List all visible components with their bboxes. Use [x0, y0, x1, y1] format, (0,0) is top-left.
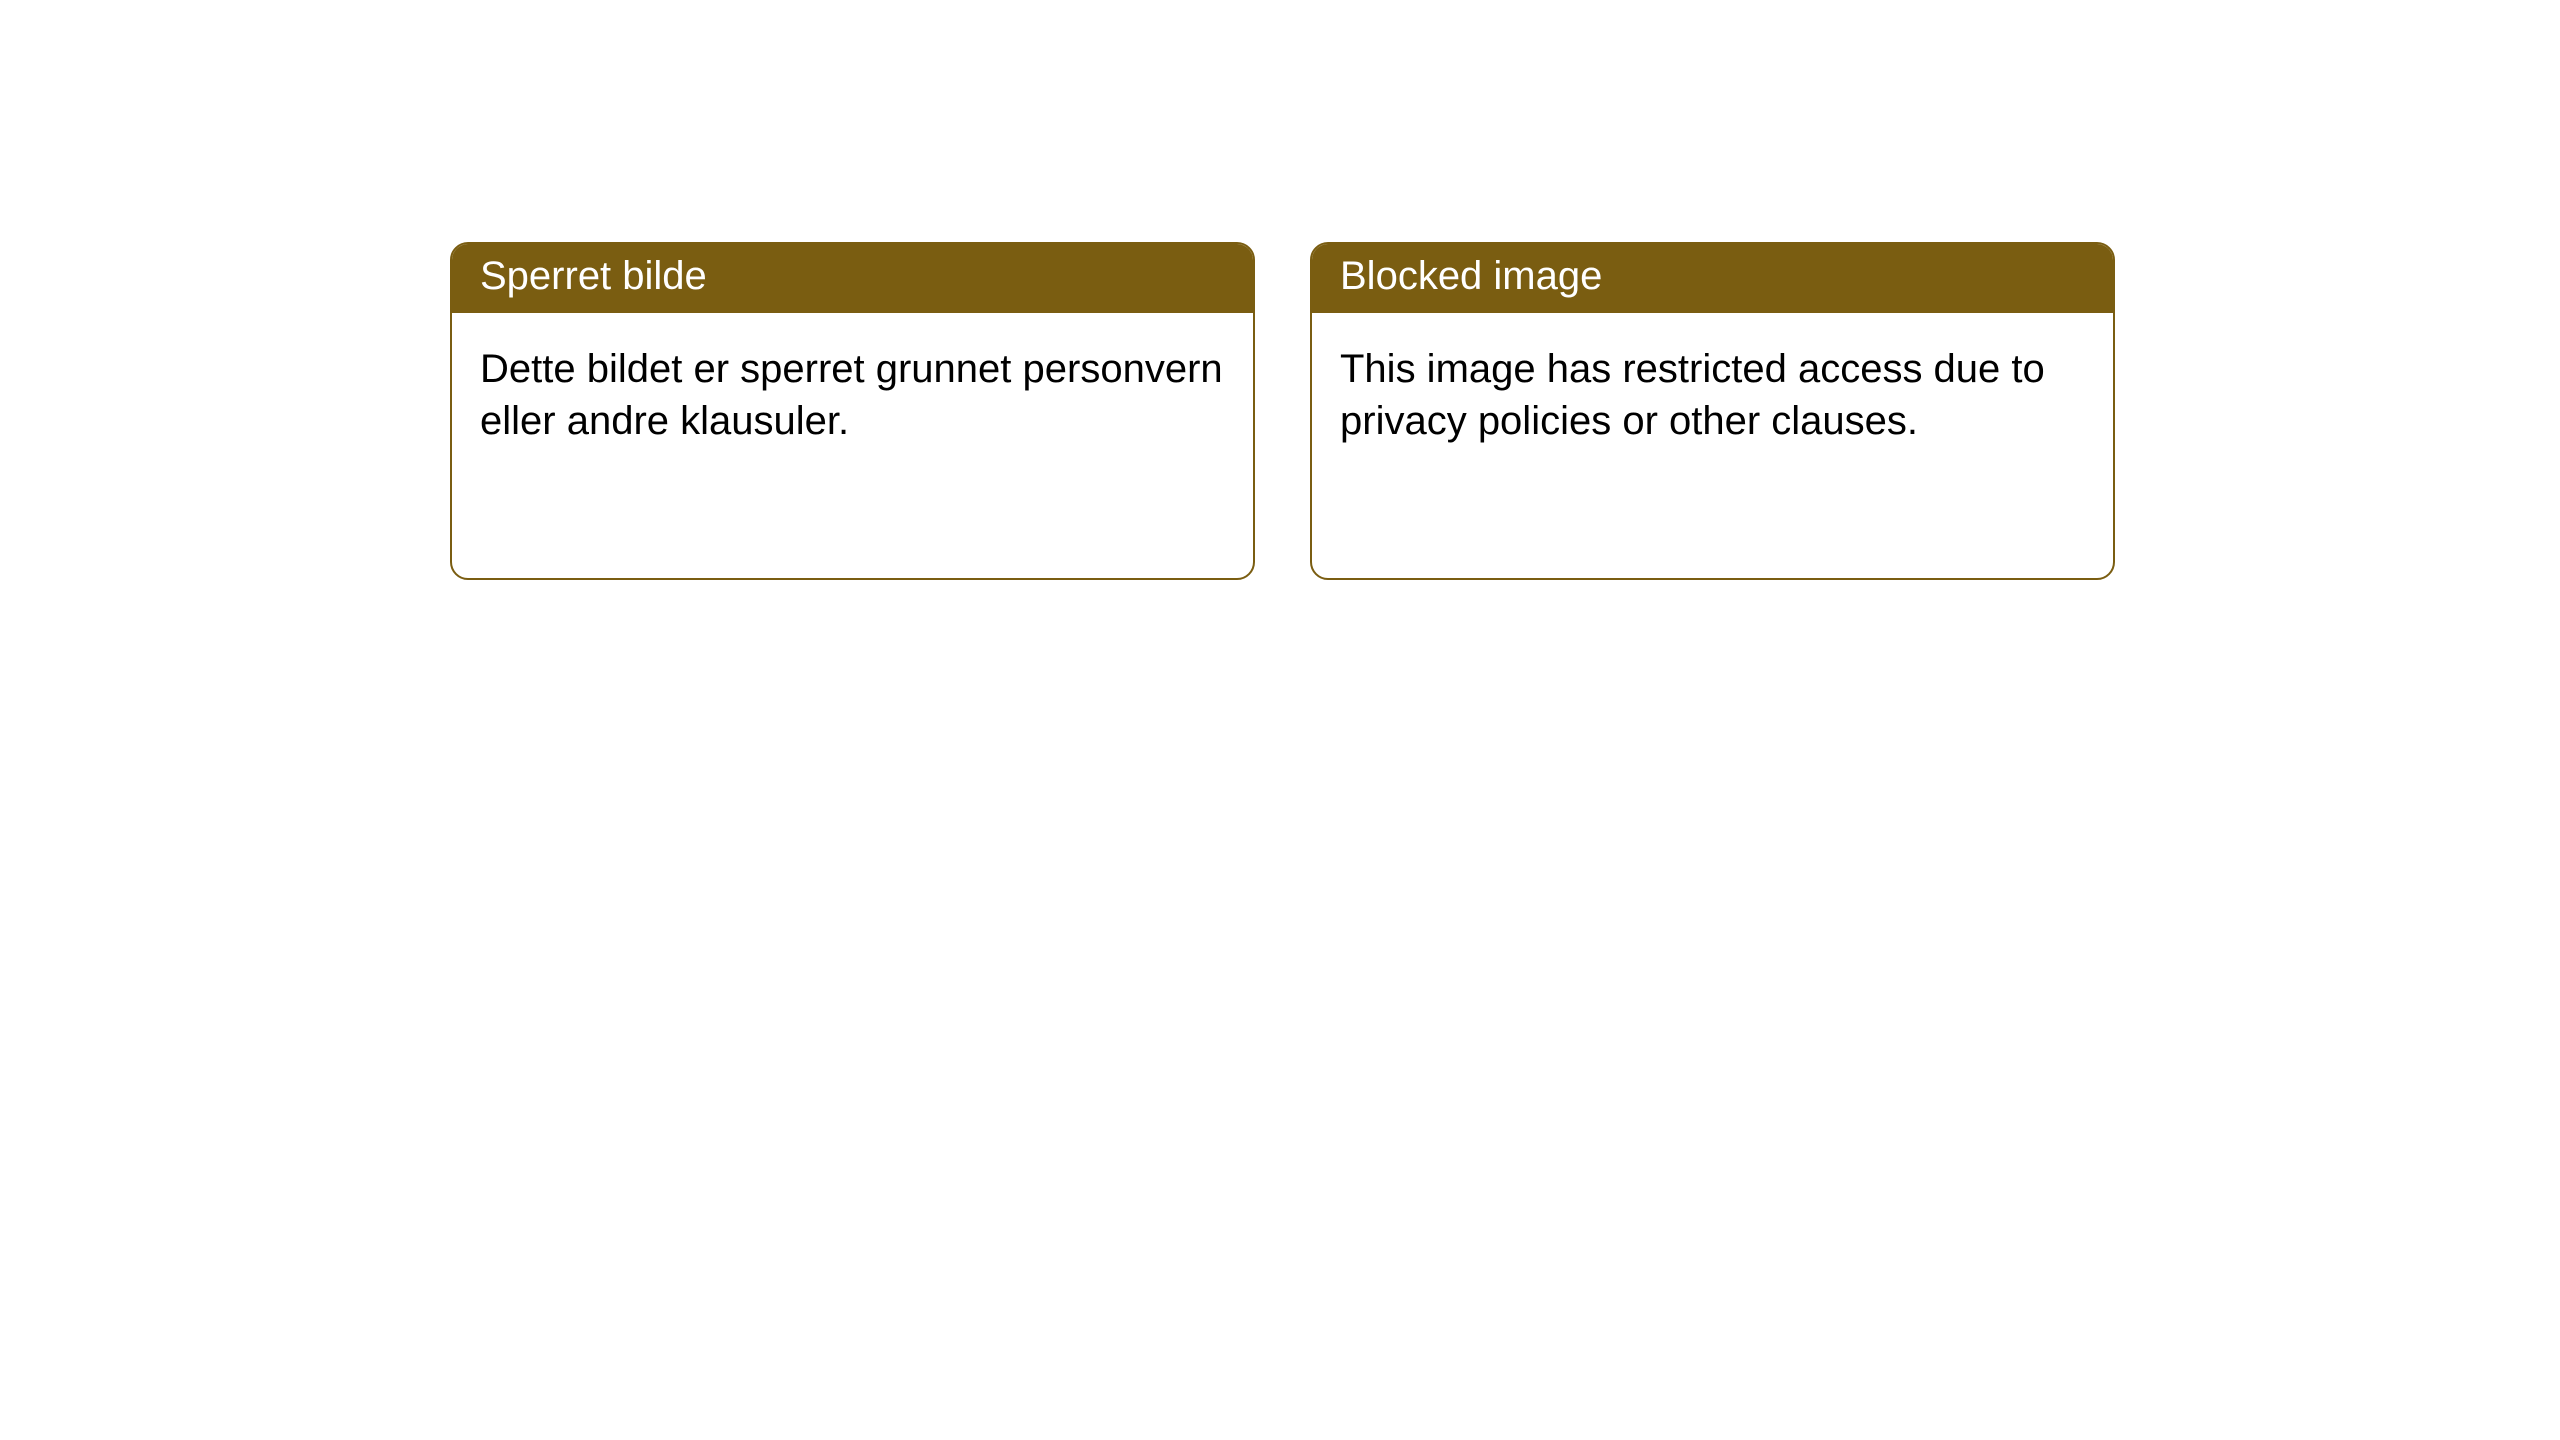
notice-card-english: Blocked image This image has restricted … [1310, 242, 2115, 580]
notice-container: Sperret bilde Dette bildet er sperret gr… [450, 242, 2115, 580]
card-body: Dette bildet er sperret grunnet personve… [452, 313, 1253, 477]
card-title: Sperret bilde [480, 254, 707, 298]
card-message: This image has restricted access due to … [1340, 347, 2045, 443]
card-message: Dette bildet er sperret grunnet personve… [480, 347, 1223, 443]
notice-card-norwegian: Sperret bilde Dette bildet er sperret gr… [450, 242, 1255, 580]
card-header: Blocked image [1312, 244, 2113, 313]
card-title: Blocked image [1340, 254, 1602, 298]
card-body: This image has restricted access due to … [1312, 313, 2113, 477]
card-header: Sperret bilde [452, 244, 1253, 313]
